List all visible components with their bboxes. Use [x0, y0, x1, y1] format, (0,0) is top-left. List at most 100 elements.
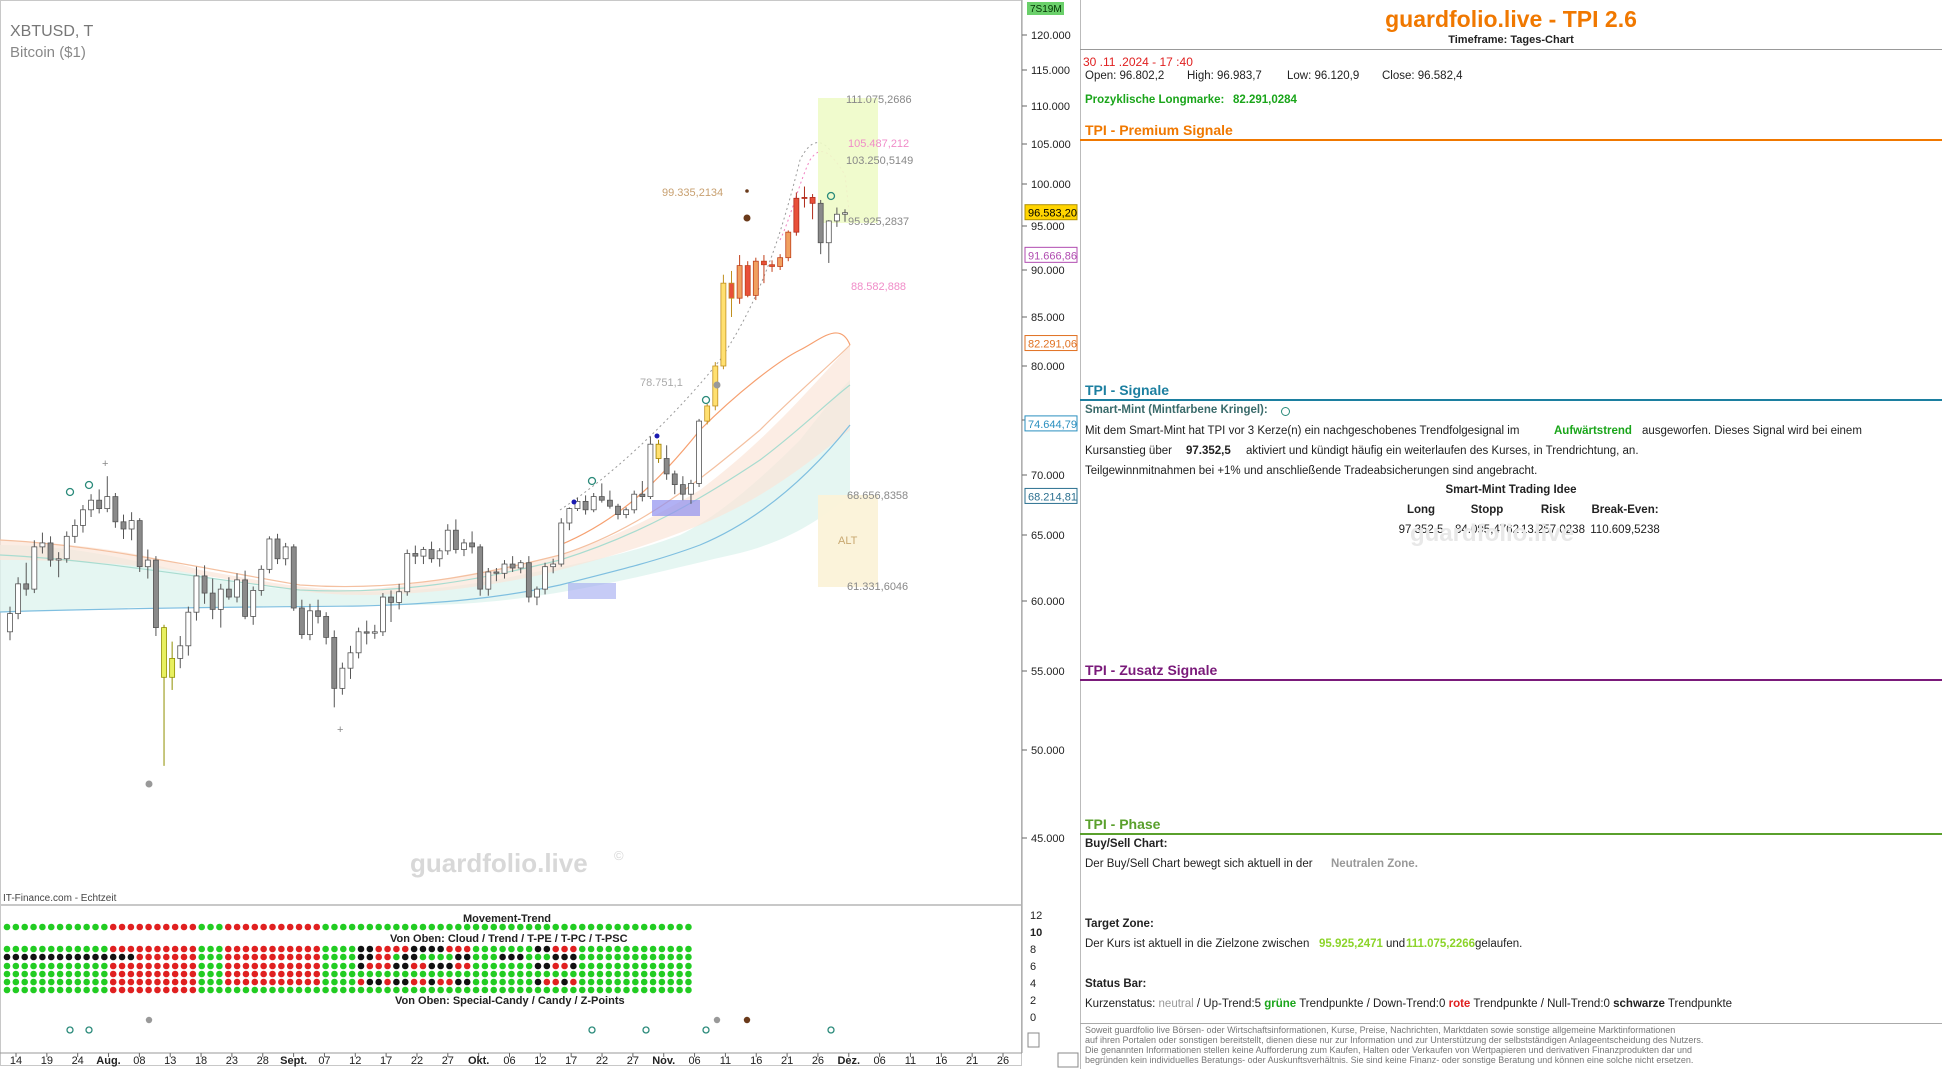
trend-dot	[295, 978, 303, 986]
trend-dot	[3, 970, 11, 978]
trend-dot	[278, 953, 285, 961]
trend-dot	[552, 962, 559, 970]
trend-dot	[437, 945, 444, 953]
trend-dot	[127, 970, 135, 978]
trend-dot	[251, 970, 259, 978]
candle-body	[761, 260, 767, 266]
trend-dot	[286, 970, 294, 978]
trend-dot	[21, 953, 29, 961]
trend-dot	[313, 986, 321, 994]
candle-body	[71, 525, 78, 537]
trend-dot	[198, 953, 205, 961]
candle-body	[185, 611, 192, 647]
candle-body	[436, 550, 443, 560]
y-tick-label: 55.000	[1031, 666, 1065, 678]
trend-dot	[109, 953, 117, 961]
chart-area[interactable]: 45.00050.00055.00060.00065.00070.00075.0…	[0, 0, 1080, 1069]
trend-dot	[83, 953, 90, 961]
trend-dot	[525, 962, 533, 970]
y-tick-label: 120.000	[1031, 30, 1071, 42]
trend-dot	[216, 945, 223, 953]
x-tick-label: 06	[874, 1055, 886, 1067]
trend-dot	[216, 953, 223, 961]
disclaimer-line: auf ihren Portalen oder sonstigen bereit…	[1085, 1035, 1704, 1045]
trend-dot	[481, 978, 489, 986]
price-tag-box	[1024, 335, 1078, 352]
trend-dot	[154, 962, 161, 970]
trend-dot	[508, 962, 515, 970]
candle-body	[420, 549, 427, 557]
special-candy-marker	[642, 1026, 650, 1034]
trend-dot	[658, 945, 666, 953]
scroll-corner-button[interactable]	[1057, 1052, 1079, 1068]
candle-body	[55, 558, 62, 561]
blue-dot-marker	[654, 433, 660, 439]
y-tick-label: 45.000	[1031, 833, 1065, 845]
candle-body	[266, 538, 273, 570]
trend-dot	[525, 953, 533, 961]
candy-marker	[713, 1016, 721, 1024]
trail-dotted-pink	[779, 151, 851, 241]
trend-dot	[534, 945, 542, 953]
trend-dot	[490, 923, 498, 931]
trend-dot	[384, 962, 391, 970]
trend-dot	[189, 962, 197, 970]
trend-dot	[154, 986, 161, 994]
trend-dot	[340, 923, 347, 931]
datetime: 30 .11 .2024 - 17 :40	[1083, 55, 1193, 69]
status-up-suffix: Trendpunkte	[1299, 998, 1364, 1010]
smartmint-text-2b: aktiviert und kündigt häufig ein weiterl…	[1246, 445, 1639, 457]
trend-dot	[171, 962, 179, 970]
x-tick-label: 06	[503, 1055, 515, 1067]
candle-body	[136, 520, 143, 568]
trend-dot	[375, 986, 383, 994]
candle-body	[704, 405, 711, 422]
candle-body	[412, 553, 419, 557]
trend-dot	[340, 945, 347, 953]
x-tick-label: 16	[750, 1055, 762, 1067]
candle-body	[315, 610, 321, 617]
trend-dot	[437, 970, 444, 978]
trend-dot	[490, 970, 498, 978]
trend-dot	[39, 970, 46, 978]
trend-dot	[30, 962, 37, 970]
candle-body	[793, 197, 800, 233]
trend-dot	[384, 978, 391, 986]
trend-dot	[375, 923, 383, 931]
trend-dot	[74, 970, 82, 978]
trend-dot	[295, 945, 303, 953]
y-tick-label: 100.000	[1031, 179, 1071, 191]
trend-dot	[667, 970, 675, 978]
trend-dot	[623, 986, 630, 994]
candle-body	[371, 631, 378, 634]
panel-watermark: guardfolio.live	[1410, 520, 1575, 547]
trend-dot	[667, 923, 675, 931]
trend-dot	[322, 923, 329, 931]
trend-dot	[552, 953, 559, 961]
trend-dot	[393, 978, 400, 986]
trend-dot	[428, 962, 436, 970]
trend-dot	[605, 970, 613, 978]
candle-body	[234, 579, 240, 598]
trend-dot	[348, 970, 356, 978]
trend-dot	[499, 923, 506, 931]
candle-body	[15, 583, 22, 615]
candle-body	[331, 637, 338, 689]
trend-dot	[109, 978, 117, 986]
chart-watermark-mark: ©	[614, 848, 624, 863]
x-tick-label: 22	[411, 1055, 423, 1067]
trend-dot	[313, 962, 321, 970]
candle-body	[31, 546, 38, 590]
trend-dot	[331, 962, 338, 970]
ma-line-teal	[0, 384, 851, 592]
trend-dot	[357, 945, 365, 953]
trend-dot	[596, 923, 604, 931]
trend-dot	[517, 978, 524, 986]
ohlc-low: Low: 96.120,9	[1287, 70, 1360, 82]
trend-dot	[401, 962, 409, 970]
label-level-95: 95.925,2837	[848, 216, 909, 228]
trend-dot	[260, 962, 267, 970]
trend-dot	[233, 978, 241, 986]
trend-dot	[340, 953, 347, 961]
trend-dot	[481, 962, 489, 970]
